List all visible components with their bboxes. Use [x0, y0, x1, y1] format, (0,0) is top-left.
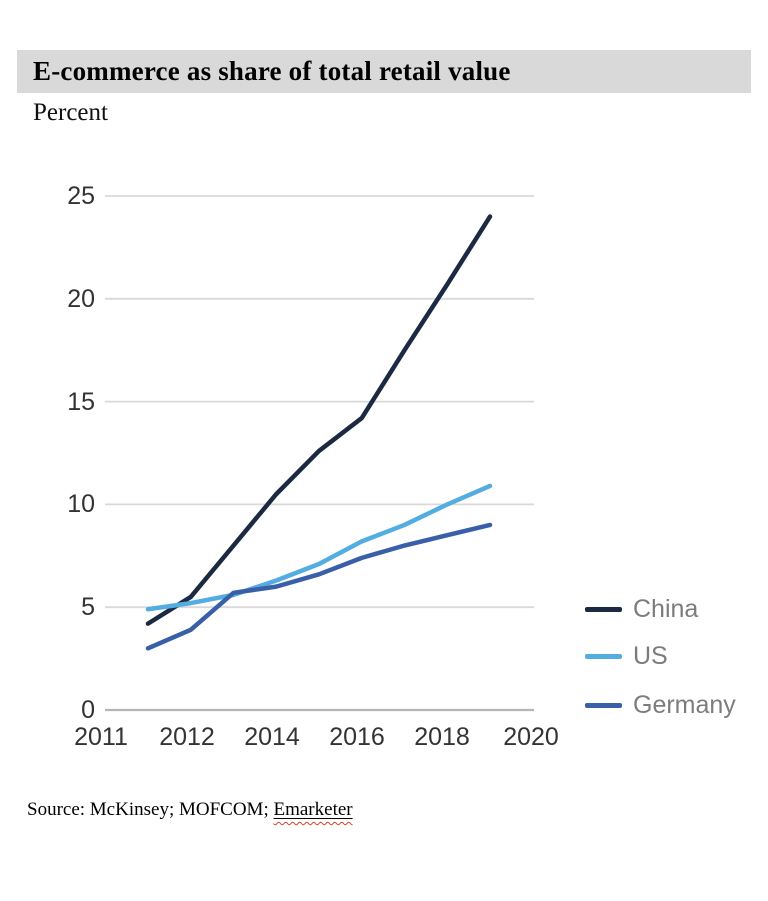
source-link[interactable]: Emarketer: [273, 799, 353, 820]
y-tick-label-20: 20: [67, 284, 95, 313]
y-tick-label-5: 5: [81, 593, 95, 622]
legend-label-china: China: [633, 594, 699, 623]
source-text: Source: McKinsey; MOFCOM;: [27, 799, 274, 820]
legend-label-germany: Germany: [633, 690, 736, 719]
legend-item-china: China: [585, 594, 698, 624]
x-tick-label-2011: 2011: [74, 723, 128, 751]
series-line-china: [145, 214, 493, 626]
y-axis-unit-label: Percent: [33, 99, 108, 126]
x-tick-label-2014: 2014: [244, 723, 300, 751]
china-line-swatch: [585, 606, 622, 612]
line-chart: [105, 195, 534, 712]
chart-title-bar: E-commerce as share of total retail valu…: [17, 50, 751, 93]
y-tick-label-15: 15: [67, 387, 95, 416]
series-line-germany: [145, 522, 493, 651]
germany-line-swatch: [585, 702, 622, 708]
us-line-swatch: [585, 653, 622, 659]
y-tick-label-0: 0: [81, 696, 95, 724]
x-tick-label-2018: 2018: [414, 723, 470, 751]
source-note: Source: McKinsey; MOFCOM; Emarketer: [27, 799, 353, 821]
y-tick-label-10: 10: [67, 490, 95, 519]
y-tick-label-25: 25: [67, 182, 95, 210]
x-tick-label-2016: 2016: [329, 723, 385, 751]
legend-label-us: US: [633, 641, 668, 670]
legend-item-us: US: [585, 641, 668, 671]
x-tick-label-2012: 2012: [159, 723, 215, 751]
legend-item-germany: Germany: [585, 690, 736, 720]
chart-title: E-commerce as share of total retail valu…: [33, 56, 511, 86]
series-line-us: [145, 483, 493, 612]
x-tick-label-2020: 2020: [503, 723, 559, 751]
